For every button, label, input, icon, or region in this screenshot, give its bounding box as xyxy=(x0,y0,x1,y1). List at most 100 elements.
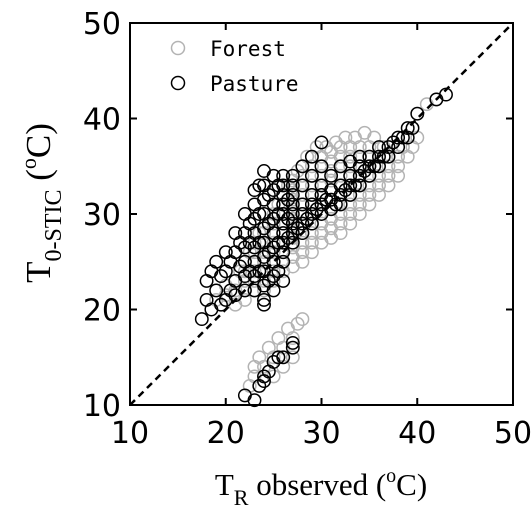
legend-marker-pasture xyxy=(170,75,186,91)
data-point-forest xyxy=(304,245,319,260)
data-point-pasture xyxy=(304,207,319,221)
data-point-pasture xyxy=(352,178,367,193)
data-point-pasture xyxy=(199,292,214,307)
data-point-forest xyxy=(271,331,286,346)
data-point-forest xyxy=(372,178,386,193)
data-point-pasture xyxy=(281,211,295,226)
y-tick-label: 20 xyxy=(83,294,121,329)
y-axis-label: T0-STIC (oC) xyxy=(16,123,67,283)
y-label-subscript: 0-STIC xyxy=(41,190,67,262)
data-point-pasture xyxy=(276,216,291,231)
x-label-text: observed ( xyxy=(248,467,386,502)
points-layer xyxy=(194,87,453,408)
x-tick-label: 20 xyxy=(207,416,245,451)
y-tick-label: 40 xyxy=(83,103,121,138)
data-point-forest xyxy=(304,178,319,193)
data-point-pasture xyxy=(237,283,252,298)
data-point-pasture xyxy=(314,178,329,193)
data-point-pasture xyxy=(252,178,267,193)
legend-label-pasture: Pasture xyxy=(210,72,299,96)
data-point-forest xyxy=(281,321,295,336)
data-point-pasture xyxy=(333,187,348,202)
data-point-pasture xyxy=(352,168,367,183)
axis-ticks: 10 20 30 40 50 10 20 30 40 50 xyxy=(83,7,531,451)
data-point-pasture xyxy=(304,149,319,164)
data-point-pasture xyxy=(285,168,300,183)
data-point-forest xyxy=(333,226,348,241)
data-point-pasture xyxy=(333,197,348,212)
data-point-forest xyxy=(343,149,358,164)
data-point-pasture xyxy=(209,254,224,269)
data-point-pasture xyxy=(281,230,295,245)
data-point-pasture xyxy=(304,168,319,183)
data-point-pasture xyxy=(372,149,386,164)
data-point-forest xyxy=(228,283,243,298)
data-point-forest xyxy=(285,350,300,365)
data-point-pasture xyxy=(276,207,291,221)
data-point-pasture xyxy=(276,187,291,202)
data-point-pasture xyxy=(285,178,300,193)
data-point-pasture xyxy=(281,192,295,207)
data-point-forest xyxy=(381,178,396,193)
data-point-pasture xyxy=(352,159,367,174)
legend: Forest Pasture xyxy=(170,37,299,96)
y-label-unit: C) xyxy=(19,123,58,158)
y-label-text: ( xyxy=(19,169,58,189)
data-point-forest xyxy=(348,130,362,145)
data-point-pasture xyxy=(285,207,300,221)
data-point-pasture xyxy=(295,197,310,212)
data-point-pasture xyxy=(304,187,319,202)
x-axis-label: TR observed (oC) xyxy=(215,465,427,510)
x-tick-label: 10 xyxy=(111,416,149,451)
data-point-forest xyxy=(295,312,310,327)
data-point-pasture xyxy=(285,187,300,202)
data-point-pasture xyxy=(276,254,291,269)
data-point-forest xyxy=(285,331,300,346)
data-point-forest xyxy=(295,245,310,260)
data-point-forest xyxy=(290,316,305,331)
data-point-pasture xyxy=(295,226,310,241)
data-point-pasture xyxy=(285,235,300,250)
data-point-pasture xyxy=(228,245,243,260)
data-point-forest xyxy=(261,340,276,355)
data-point-pasture xyxy=(300,211,315,226)
data-point-forest xyxy=(252,350,267,365)
data-point-pasture xyxy=(285,335,300,350)
data-point-pasture xyxy=(391,130,406,145)
x-label-subscript: R xyxy=(234,485,249,510)
data-point-pasture xyxy=(276,245,291,260)
data-point-pasture xyxy=(237,207,252,221)
data-point-pasture xyxy=(194,312,209,327)
data-point-pasture xyxy=(237,388,252,403)
data-point-pasture xyxy=(214,297,228,312)
data-point-pasture xyxy=(295,216,310,231)
data-point-pasture xyxy=(304,197,319,212)
data-point-forest xyxy=(362,197,377,212)
data-point-forest xyxy=(352,140,367,155)
data-point-pasture xyxy=(400,121,415,136)
data-point-forest xyxy=(405,140,420,155)
data-point-pasture xyxy=(223,254,238,269)
data-point-pasture xyxy=(199,273,214,288)
data-point-forest xyxy=(295,168,310,183)
data-point-pasture xyxy=(257,369,271,384)
data-point-pasture xyxy=(295,207,310,221)
data-point-pasture xyxy=(237,269,252,284)
data-point-forest xyxy=(343,159,358,174)
data-point-pasture xyxy=(276,273,291,288)
data-point-forest xyxy=(391,159,406,174)
y-tick-label: 30 xyxy=(83,198,121,233)
x-label-degree: o xyxy=(386,465,396,487)
x-label-symbol: T xyxy=(215,467,234,502)
legend-marker-forest xyxy=(170,40,186,56)
data-point-pasture xyxy=(309,202,324,217)
data-point-pasture xyxy=(333,159,348,174)
data-point-pasture xyxy=(343,178,358,193)
data-point-pasture xyxy=(247,393,262,408)
data-point-pasture xyxy=(295,178,310,193)
y-label-degree: o xyxy=(16,158,41,169)
data-point-pasture xyxy=(295,159,310,174)
x-tick-label: 40 xyxy=(398,416,436,451)
data-point-pasture xyxy=(214,269,228,284)
